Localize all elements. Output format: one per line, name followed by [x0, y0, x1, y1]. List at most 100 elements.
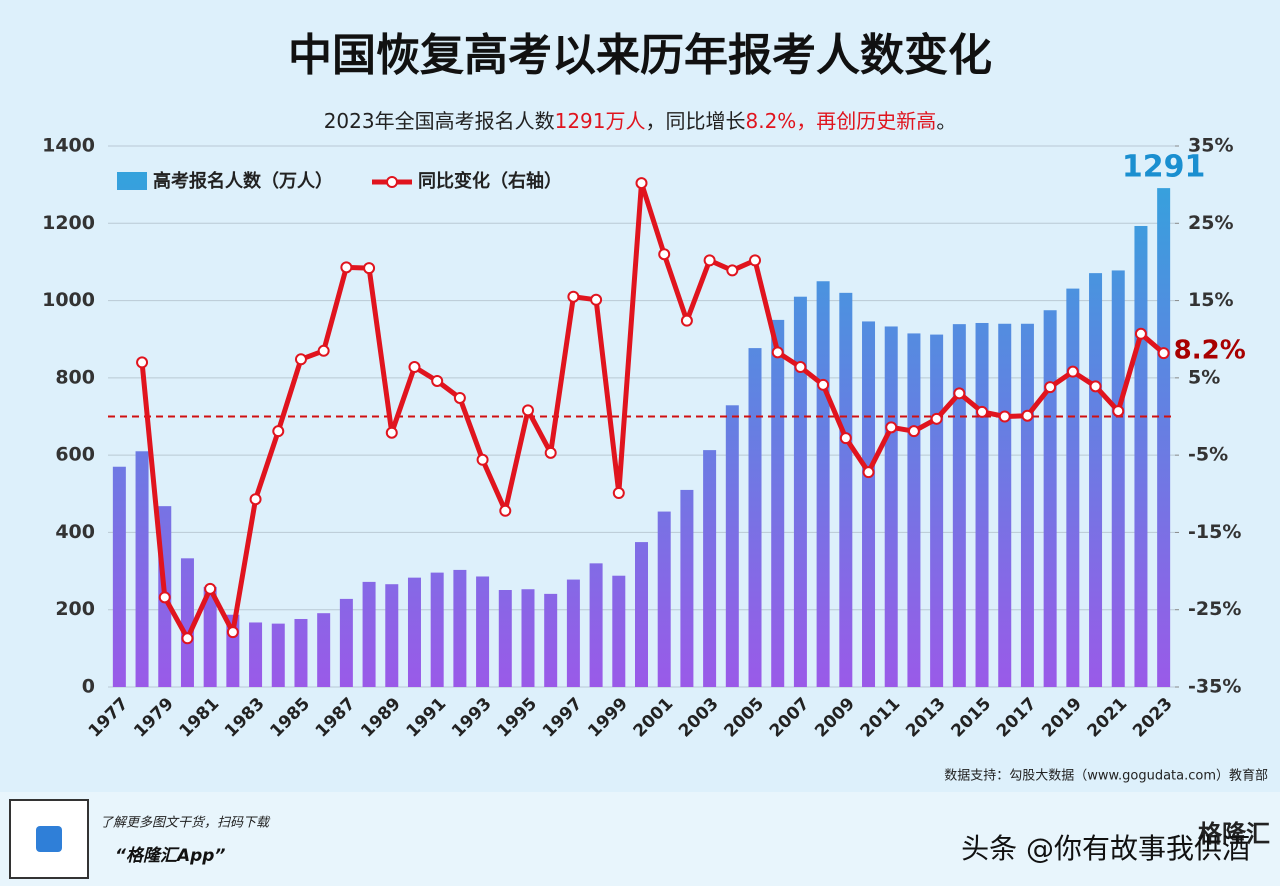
line-marker: [1134, 327, 1147, 340]
subtitle-part: ，同比增长: [646, 109, 746, 133]
bar: [317, 613, 331, 687]
y2-tick-label: -25%: [1188, 598, 1241, 620]
footer-tagline: 了解更多图文干货，扫码下载: [100, 815, 271, 831]
y-tick-label: 800: [55, 366, 95, 388]
bar: [476, 576, 490, 687]
bar: [271, 623, 285, 687]
y2-tick-label: -5%: [1188, 444, 1228, 466]
legend-label: 同比变化（右轴）: [418, 170, 562, 192]
line-marker: [385, 426, 398, 439]
bar: [907, 333, 921, 687]
line-marker: [158, 591, 171, 604]
y2-tick-label: 25%: [1188, 212, 1233, 234]
line-marker: [680, 314, 693, 327]
y-tick-label: 1200: [42, 212, 95, 234]
bar: [521, 589, 535, 687]
bar: [544, 593, 558, 687]
bar: [725, 405, 739, 687]
bar: [1157, 188, 1171, 687]
line-marker: [885, 421, 898, 434]
bar: [635, 542, 648, 687]
line-marker: [726, 264, 739, 277]
line-marker: [658, 248, 671, 261]
line-marker: [204, 582, 217, 595]
line-marker: [363, 262, 376, 275]
line-marker: [998, 410, 1011, 423]
line-marker: [930, 412, 943, 425]
bar: [771, 319, 785, 687]
line-marker: [294, 353, 307, 366]
line-marker: [953, 387, 966, 400]
legend-label: 高考报名人数（万人）: [153, 170, 333, 192]
line-marker: [1021, 409, 1034, 422]
bar: [453, 569, 467, 687]
line-marker: [499, 504, 512, 517]
footer-band: [0, 792, 1280, 886]
bar: [748, 348, 762, 687]
line: [139, 180, 1166, 641]
line-marker: [635, 177, 648, 190]
bar: [816, 281, 830, 687]
chart-subtitle: 2023年全国高考报名人数1291万人，同比增长8.2%，再创历史新高。: [324, 109, 957, 133]
y2-tick-label: -35%: [1188, 676, 1241, 698]
line-marker: [431, 374, 444, 387]
bar: [952, 324, 966, 687]
bar: [1066, 288, 1080, 687]
subtitle-part: 1291万人: [555, 109, 646, 133]
y-tick-label: 600: [55, 444, 95, 466]
subtitle-part: 8.2%: [746, 109, 797, 133]
bar: [180, 558, 194, 687]
line-marker: [476, 453, 489, 466]
bar: [566, 579, 580, 687]
line-marker: [794, 361, 807, 374]
line-marker: [317, 344, 330, 357]
bar: [498, 590, 512, 687]
y-tick-label: 0: [82, 676, 95, 698]
bar: [793, 296, 807, 687]
line-marker: [453, 391, 466, 404]
bar: [294, 618, 308, 687]
bar: [385, 584, 399, 687]
bar: [1020, 323, 1034, 687]
bar: [680, 489, 694, 687]
line-marker: [590, 293, 603, 306]
line-marker: [1044, 381, 1057, 394]
line-marker: [1112, 405, 1125, 418]
bar: [884, 326, 898, 687]
bar: [112, 466, 126, 687]
line-marker: [567, 290, 580, 303]
line-marker: [226, 626, 239, 639]
bar: [1089, 273, 1103, 687]
line-marker: [862, 466, 875, 479]
bar: [862, 321, 876, 687]
line-marker: [749, 254, 762, 267]
line-marker: [907, 425, 920, 438]
bar: [998, 323, 1012, 687]
line-marker: [272, 425, 285, 438]
qr-logo: [36, 826, 62, 852]
line-marker: [976, 405, 989, 418]
line-marker: [1157, 347, 1170, 360]
line-marker: [136, 356, 149, 369]
line-value-label: 8.2%: [1174, 336, 1246, 366]
footer-app: “格隆汇App”: [115, 846, 225, 866]
line-marker: [340, 261, 353, 274]
bar: [362, 581, 376, 687]
line-marker: [771, 346, 784, 359]
line-marker: [181, 632, 194, 645]
watermark: 头条 @你有故事我供酒: [961, 832, 1250, 865]
bar: [657, 511, 671, 687]
bar: [135, 451, 149, 687]
bar: [975, 322, 989, 687]
bar: [339, 598, 353, 687]
bar: [407, 577, 421, 687]
bar: [839, 292, 853, 687]
bar: [703, 450, 717, 687]
subtitle-part: 。: [936, 109, 956, 133]
y2-tick-label: 5%: [1188, 366, 1220, 388]
line-marker: [817, 378, 830, 391]
y-tick-label: 200: [55, 598, 95, 620]
brand: 格隆汇: [1198, 820, 1270, 848]
